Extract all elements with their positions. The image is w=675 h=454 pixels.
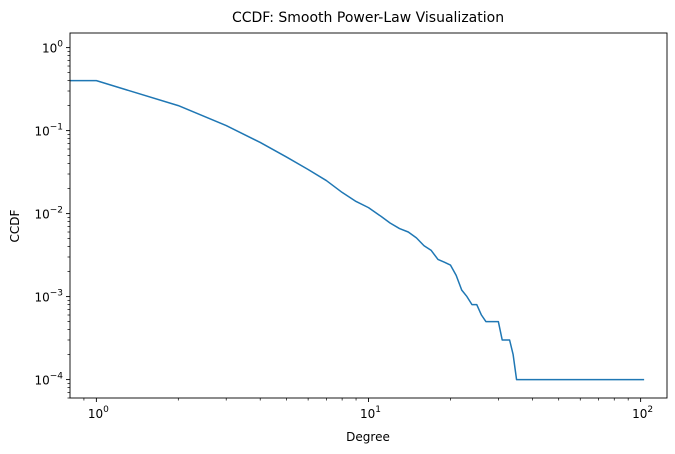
y-tick-label-0: 100: [42, 40, 63, 56]
axes-frame: [69, 32, 668, 399]
x-tick-label-0: 100: [88, 405, 109, 421]
x-tick-label-2: 102: [632, 405, 653, 421]
plot-area: [70, 79, 645, 381]
y-tick-label-4: 10−4: [34, 372, 63, 388]
y-tick-label-1: 10−1: [34, 123, 63, 139]
y-axis: 100 10−1 10−2 10−3 10−4: [34, 40, 70, 399]
series-line-0: [70, 79, 645, 381]
y-tick-label-3: 10−3: [34, 289, 63, 305]
x-tick-label-1: 101: [360, 405, 381, 421]
x-axis-label: Degree: [346, 430, 390, 444]
x-axis: 100 101 102: [83, 398, 653, 421]
y-tick-label-2: 10−2: [34, 206, 63, 222]
y-axis-label: CCDF: [8, 209, 22, 242]
chart-title: CCDF: Smooth Power-Law Visualization: [232, 10, 504, 26]
